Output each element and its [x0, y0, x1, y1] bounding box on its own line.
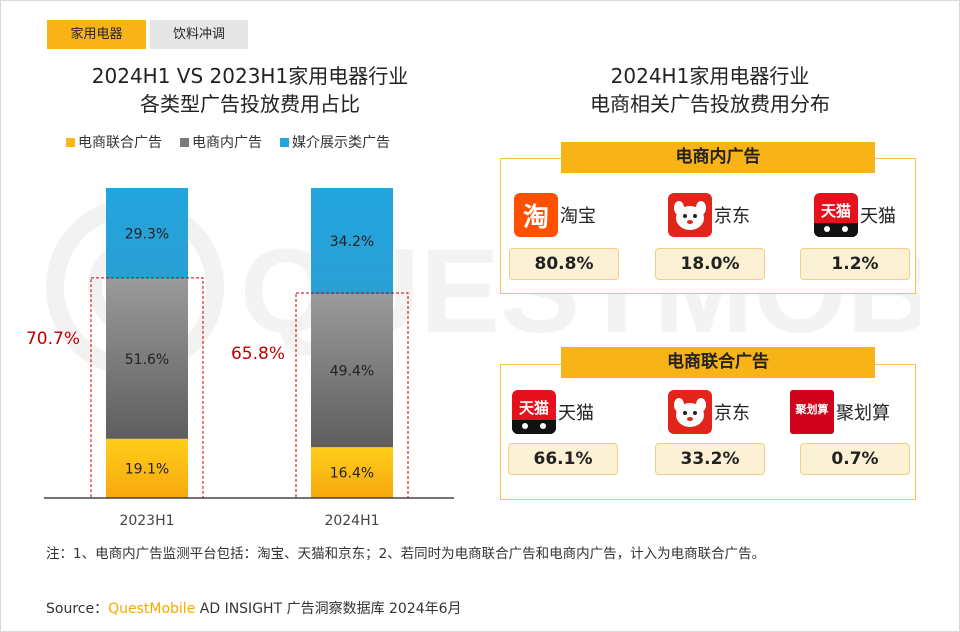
stacked-bar-chart: 19.1% 51.6% 29.3% 70.7% 2023H1 16.4% 49.4% 34.2… — [26, 188, 454, 529]
combined-share-label: 65.8% — [231, 344, 285, 364]
brand-name: 天猫 — [558, 403, 594, 424]
panel-title-ecommerce-internal: 电商内广告 — [561, 142, 875, 173]
footnote: 注：1、电商内广告监测平台包括：淘宝、天猫和京东；2、若同时为电商联合广告和电商… — [46, 546, 766, 562]
value-pill-jd: 33.2% — [655, 443, 765, 475]
legend-label: 媒介展示类广告 — [292, 135, 390, 151]
tab-beverages[interactable]: 饮料冲调 — [150, 20, 248, 49]
data-label: 49.4% — [330, 364, 374, 380]
x-tick-label: 2024H1 — [324, 513, 379, 529]
left-title-line1: 2024H1 VS 2023H1家用电器行业 — [91, 64, 409, 88]
left-title-line2: 各类型广告投放费用占比 — [140, 92, 360, 116]
tab-home-appliances[interactable]: 家用电器 — [47, 20, 146, 49]
value-pill-tmall: 66.1% — [508, 443, 618, 475]
legend-swatch — [280, 137, 289, 147]
data-label: 16.4% — [330, 466, 374, 482]
tmall-cat-logo-icon: 天猫 — [512, 390, 556, 434]
brand-name: 京东 — [714, 206, 750, 227]
brand-tmall: 天猫 天猫 — [814, 193, 896, 237]
data-label: 34.2% — [330, 234, 374, 250]
data-label: 51.6% — [125, 352, 169, 368]
value-pill-jd: 18.0% — [655, 248, 765, 280]
value-pill-juhuasuan: 0.7% — [800, 443, 910, 475]
legend-item-ecommerce-internal: 电商内广告 — [180, 132, 262, 152]
data-label: 19.1% — [125, 461, 169, 477]
legend-item-ecommerce-joint: 电商联合广告 — [66, 132, 162, 152]
data-label: 29.3% — [125, 226, 169, 242]
combined-highlight-box — [90, 277, 204, 499]
source-brand: QuestMobile — [108, 601, 196, 617]
bar-segment-ecommerce-joint — [106, 438, 188, 498]
source-line: Source：QuestMobile AD INSIGHT 广告洞察数据库 20… — [46, 598, 462, 618]
brand-taobao: 淘 淘宝 — [514, 193, 596, 237]
legend-label: 电商内广告 — [192, 135, 262, 151]
bar-segment-ecommerce-internal — [311, 294, 393, 448]
right-title-line2: 电商相关广告投放费用分布 — [590, 92, 830, 116]
bar-segment-ecommerce-internal — [106, 278, 188, 439]
bar-segment-media-display — [311, 188, 393, 295]
left-chart-title: 2024H1 VS 2023H1家用电器行业 各类型广告投放费用占比 — [40, 62, 460, 118]
jd-dog-logo-icon — [668, 193, 712, 237]
legend-swatch — [180, 137, 189, 147]
legend-label: 电商联合广告 — [78, 135, 162, 151]
right-panel-title: 2024H1家用电器行业 电商相关广告投放费用分布 — [500, 62, 920, 118]
source-prefix: Source： — [46, 601, 109, 617]
legend-swatch — [66, 137, 75, 147]
brand-tmall: 天猫 天猫 — [512, 390, 594, 434]
brand-name: 京东 — [714, 403, 750, 424]
brand-name: 天猫 — [860, 206, 896, 227]
source-suffix: AD INSIGHT 广告洞察数据库 2024年6月 — [195, 601, 462, 617]
bar-segment-ecommerce-joint — [311, 447, 393, 498]
value-pill-taobao: 80.8% — [509, 248, 619, 280]
taobao-logo-icon: 淘 — [514, 193, 558, 237]
right-title-line1: 2024H1家用电器行业 — [610, 64, 810, 88]
bar-segment-media-display — [106, 188, 188, 279]
x-tick-label: 2023H1 — [119, 513, 174, 529]
jd-dog-logo-icon — [668, 390, 712, 434]
juhuasuan-logo-icon: 聚划算 — [790, 390, 834, 434]
tmall-cat-logo-icon: 天猫 — [814, 193, 858, 237]
brand-name: 淘宝 — [560, 206, 596, 227]
panel-title-ecommerce-joint: 电商联合广告 — [561, 347, 875, 378]
brand-jd: 京东 — [668, 193, 750, 237]
chart-legend: 电商联合广告 电商内广告 媒介展示类广告 — [66, 132, 390, 152]
brand-name: 聚划算 — [836, 403, 890, 424]
legend-item-media-display: 媒介展示类广告 — [280, 132, 390, 152]
value-pill-tmall: 1.2% — [800, 248, 910, 280]
brand-juhuasuan: 聚划算 聚划算 — [790, 390, 890, 434]
combined-share-label: 70.7% — [26, 329, 80, 349]
brand-jd: 京东 — [668, 390, 750, 434]
